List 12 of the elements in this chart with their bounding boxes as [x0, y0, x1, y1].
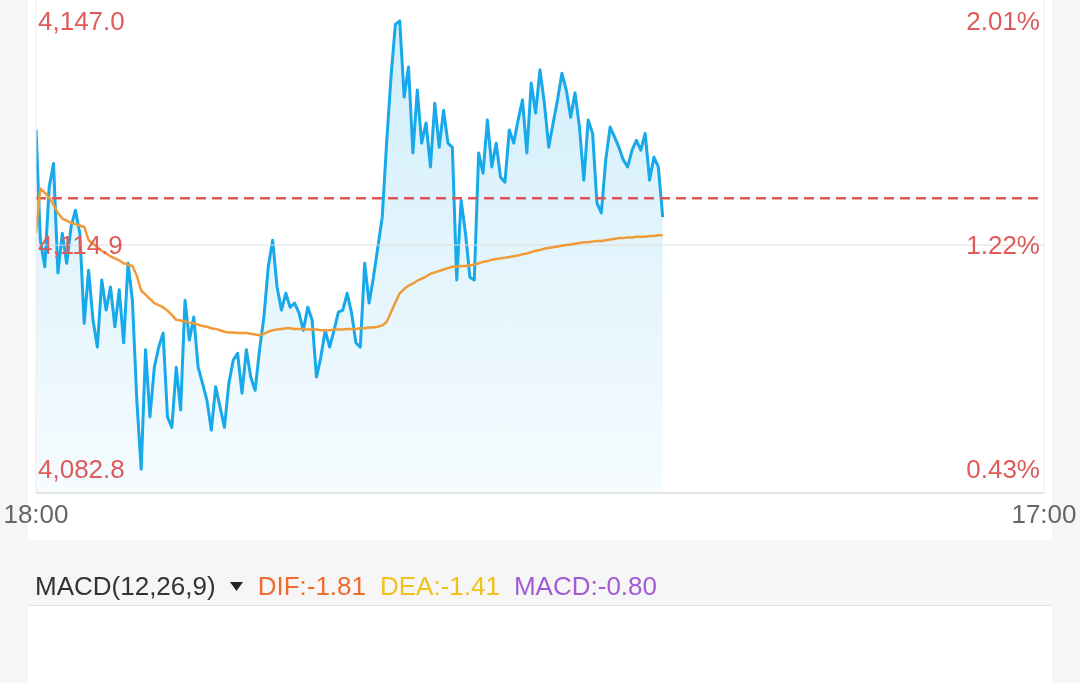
x-tick-label: 18:00 [3, 499, 69, 530]
y2-tick-label: 2.01% [966, 6, 1040, 37]
line-series [36, 187, 664, 337]
y2-tick-label: 0.43% [966, 454, 1040, 485]
text: MACD(12,26,9) [35, 570, 216, 603]
y-tick-label: 4,082.8 [38, 454, 125, 485]
x-tick-label: 17:00 [1011, 499, 1077, 530]
text: MACD:-0.80 [513, 570, 657, 603]
text: DEA:-1.41 [380, 570, 500, 603]
y-tick-label: 4,147.0 [38, 6, 125, 37]
text: DIF:-1.81 [257, 570, 366, 603]
y2-tick-label: 1.22% [966, 230, 1040, 261]
